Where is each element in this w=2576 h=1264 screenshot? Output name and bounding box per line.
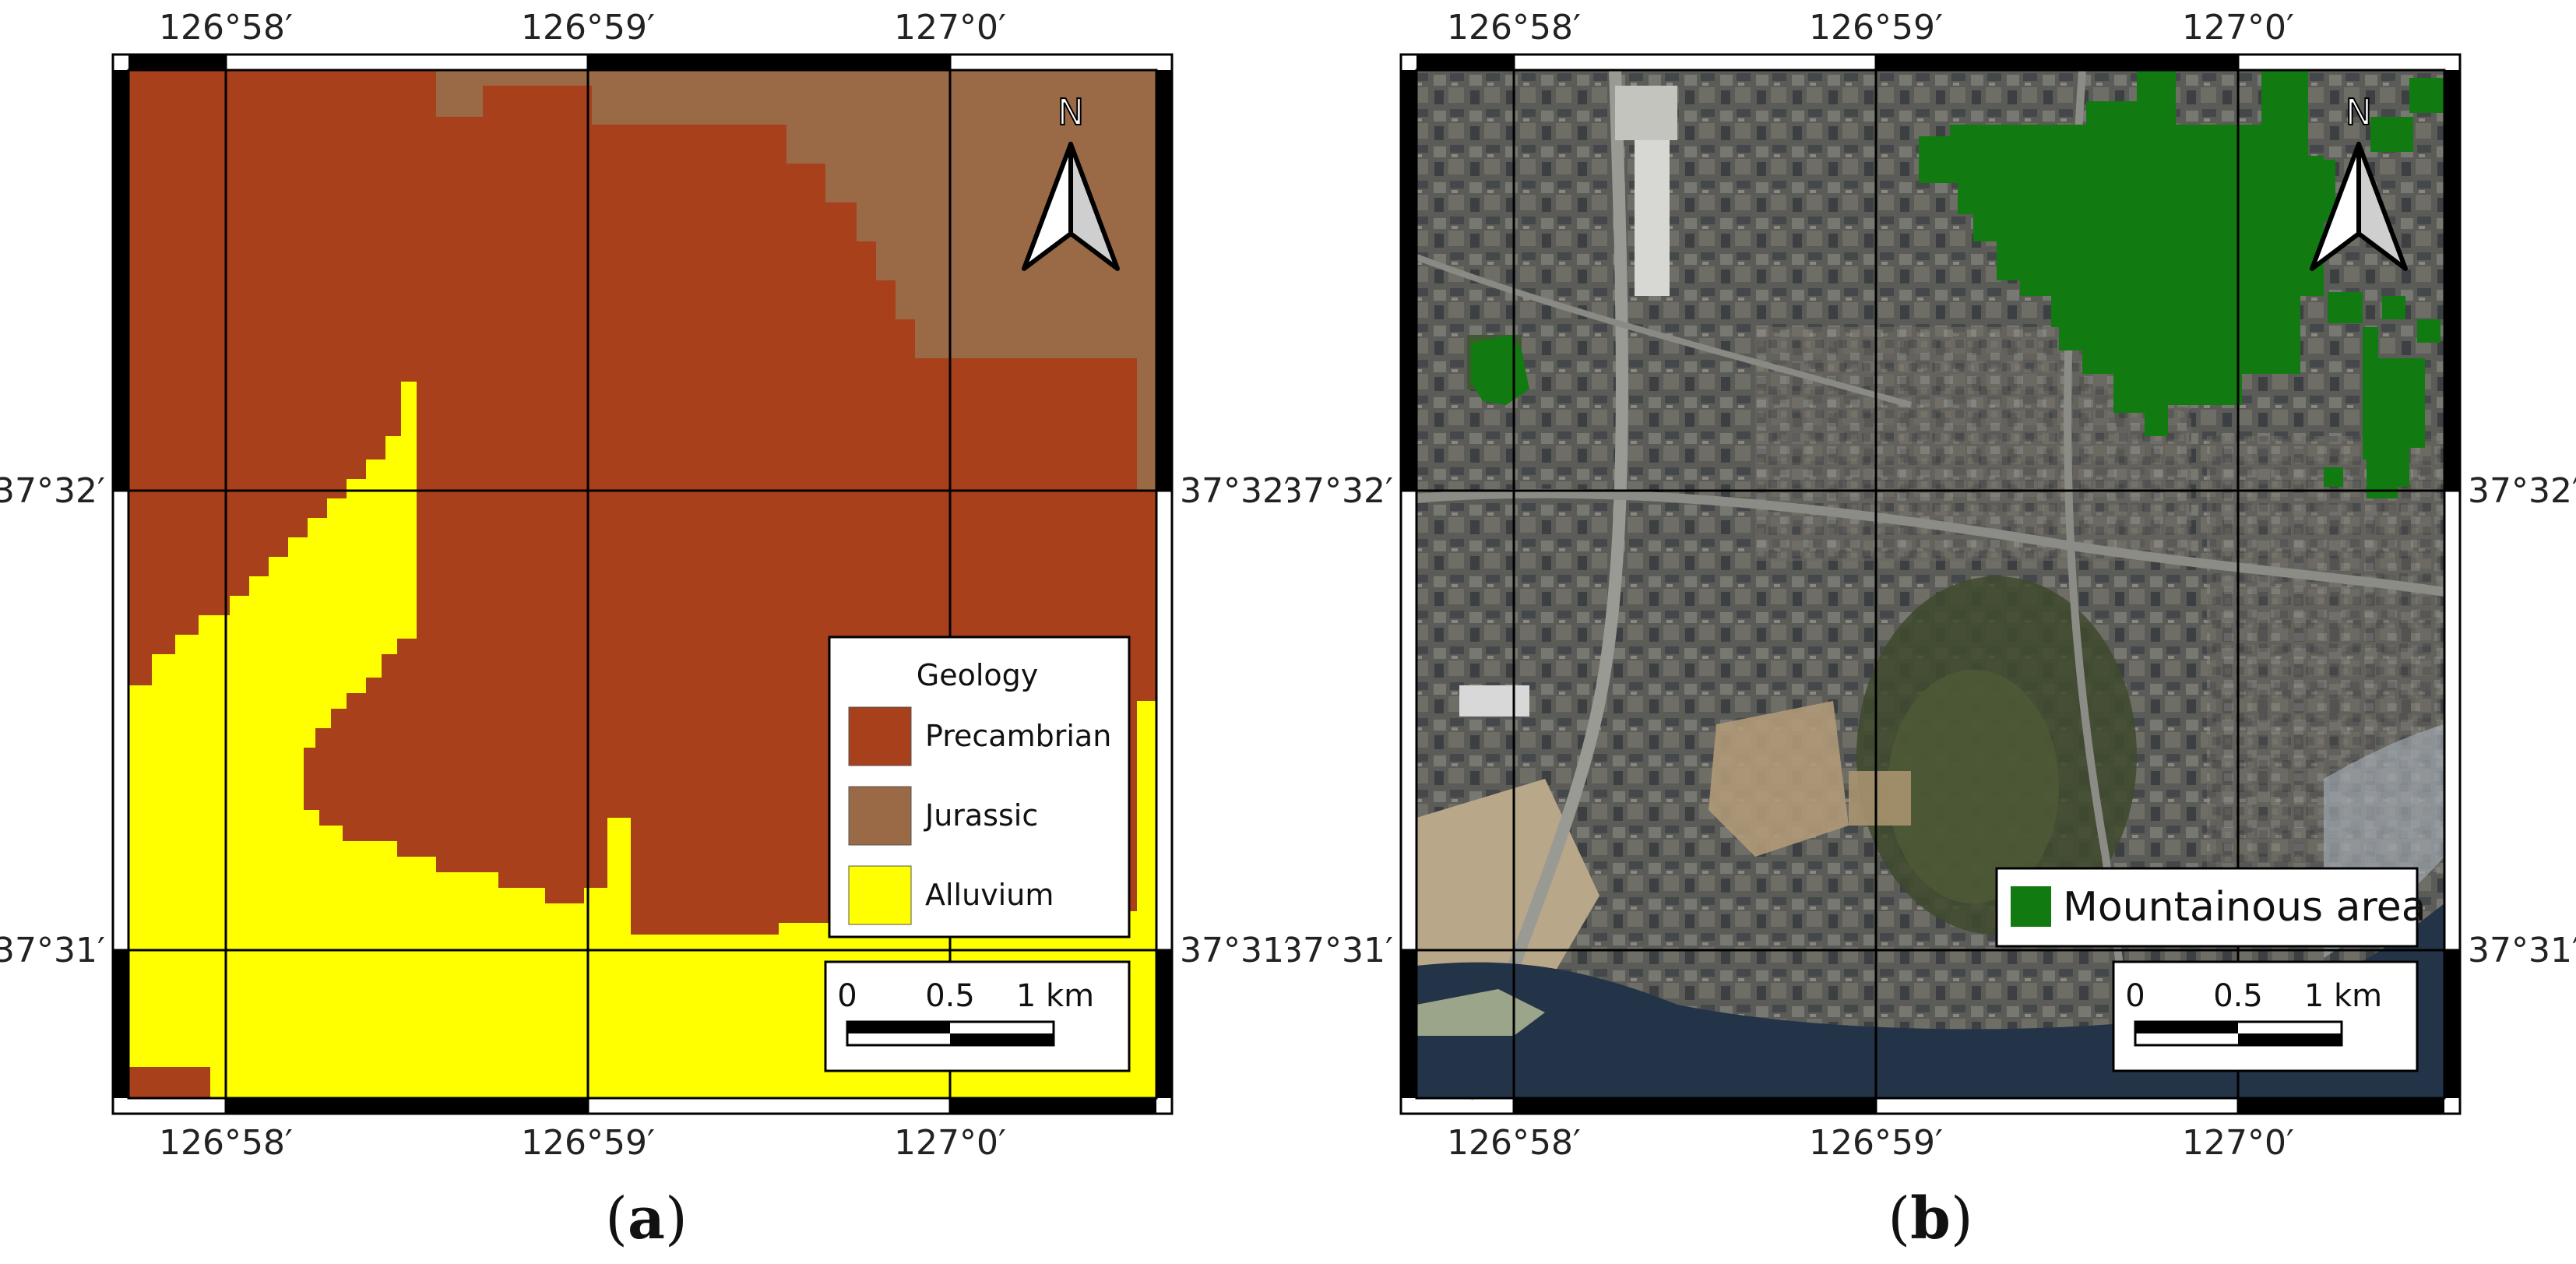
- scale-label-0: 0: [2125, 978, 2145, 1014]
- satellite-map-panel: 126°58′ 126°59′ 127°0′ 126°58′ 126°59′ 1…: [1288, 0, 2576, 1264]
- lat-label-right-1: 37°32′: [1180, 471, 1288, 511]
- legend-label-alluvium: Alluvium: [925, 878, 1054, 912]
- scale-label-0: 0: [837, 978, 857, 1014]
- lon-label-top-3: 127°0′: [2182, 8, 2294, 48]
- lon-label-top-1: 126°58′: [1447, 8, 1581, 48]
- lon-label-bottom-3: 127°0′: [894, 1123, 1006, 1163]
- lon-label-top-3: 127°0′: [894, 8, 1006, 48]
- legend-label-jurassic: Jurassic: [924, 798, 1038, 833]
- lon-label-bottom-1: 126°58′: [159, 1123, 293, 1163]
- mountainous-area: [1471, 70, 2444, 498]
- geology-map-panel: 126°58′ 126°59′ 127°0′ 126°58′ 126°59′ 1…: [0, 8, 1288, 1252]
- scale-label-half: 0.5: [2213, 978, 2263, 1014]
- mountain-legend: Mountainous area: [1995, 867, 2426, 948]
- lat-label-right-1: 37°32′: [2468, 471, 2576, 511]
- panel-caption-a: (a): [605, 1185, 688, 1252]
- north-arrow-icon: N: [2310, 90, 2408, 271]
- scale-bar: 0 0.5 1 km: [2112, 960, 2419, 1072]
- lat-label-left-1: 37°32′: [1288, 471, 1393, 511]
- lat-label-right-2: 37°31′: [2468, 931, 2576, 970]
- geology-legend: Geology Precambrian Jurassic Alluvium: [828, 636, 1131, 938]
- lat-label-left-2: 37°31′: [0, 931, 105, 970]
- map-frame: [1399, 53, 2462, 1115]
- map-frame: [111, 53, 1174, 1115]
- legend-label-mountainous: Mountainous area: [2063, 884, 2426, 931]
- jurassic-zone: [436, 70, 1156, 491]
- panel-caption-b: (b): [1888, 1185, 1973, 1252]
- north-label: N: [1057, 91, 1084, 133]
- lon-label-bottom-2: 126°59′: [521, 1123, 655, 1163]
- geology-map: [128, 70, 1156, 1098]
- legend-swatch-jurassic: [848, 786, 912, 846]
- legend-swatch-mountainous: [2011, 886, 2051, 927]
- precambrian-corner: [128, 1067, 210, 1098]
- legend-swatch-precambrian: [848, 706, 912, 766]
- legend-swatch-alluvium: [848, 865, 912, 925]
- legend-title: Geology: [917, 658, 1039, 692]
- lat-label-right-2: 37°31′: [1180, 931, 1288, 970]
- north-label: N: [2345, 91, 2372, 133]
- lon-label-top-2: 126°59′: [1809, 8, 1943, 48]
- lon-label-bottom-2: 126°59′: [1809, 1123, 1943, 1163]
- north-arrow-icon: N: [1022, 90, 1120, 271]
- lon-label-bottom-3: 127°0′: [2182, 1123, 2294, 1163]
- scale-label-half: 0.5: [925, 978, 975, 1014]
- lon-label-top-2: 126°59′: [521, 8, 655, 48]
- lat-label-left-2: 37°31′: [1288, 931, 1393, 970]
- lon-label-bottom-1: 126°58′: [1447, 1123, 1581, 1163]
- scale-bar: 0 0.5 1 km: [824, 960, 1131, 1072]
- scale-label-1km: 1 km: [1016, 978, 1094, 1014]
- geology-map-svg: 126°58′ 126°59′ 127°0′ 126°58′ 126°59′ 1…: [0, 8, 1288, 1252]
- lon-label-top-1: 126°58′: [159, 8, 293, 48]
- legend-label-precambrian: Precambrian: [925, 719, 1111, 753]
- lat-label-left-1: 37°32′: [0, 471, 105, 511]
- scale-label-1km: 1 km: [2304, 978, 2382, 1014]
- satellite-map-svg: 126°58′ 126°59′ 127°0′ 126°58′ 126°59′ 1…: [1288, 8, 2576, 1252]
